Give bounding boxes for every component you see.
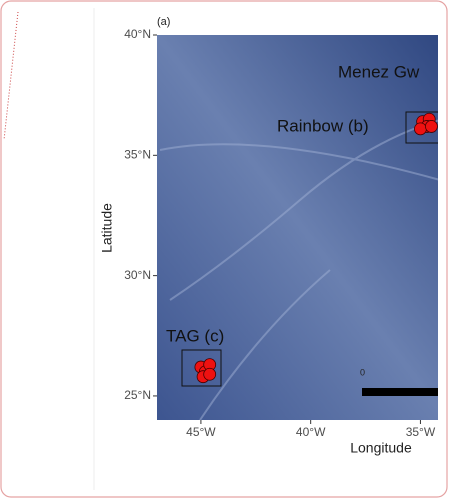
site-label: TAG (c) bbox=[166, 326, 224, 345]
scale-label: 0 bbox=[360, 367, 365, 377]
site-point bbox=[425, 120, 438, 133]
x-axis-label: Longitude bbox=[350, 440, 412, 456]
site-point bbox=[203, 367, 217, 381]
y-axis-label: Latitude bbox=[99, 203, 115, 253]
site-box bbox=[405, 111, 438, 144]
y-tick-label: 25°N bbox=[124, 388, 151, 402]
site-box bbox=[181, 349, 222, 387]
site-point bbox=[414, 122, 427, 136]
x-tick-label: 45°W bbox=[186, 425, 216, 439]
y-tick-label: 40°N bbox=[124, 27, 151, 41]
ridge-texture bbox=[159, 119, 438, 420]
site-label: Rainbow (b) bbox=[277, 116, 369, 135]
panel-label: (a) bbox=[157, 16, 170, 28]
map-panel: Menez Gw Rainbow (b) TAG (c) 0 bbox=[157, 35, 438, 420]
site-label: Menez Gw bbox=[338, 62, 420, 81]
x-tick-label: 35°W bbox=[406, 425, 436, 439]
y-tick-label: 30°N bbox=[124, 268, 151, 282]
dotted-connector bbox=[3, 11, 19, 141]
bathymetry bbox=[157, 35, 438, 420]
scale-bar bbox=[362, 388, 438, 396]
y-tick-label: 35°N bbox=[124, 147, 151, 161]
x-tick-label: 40°W bbox=[296, 425, 326, 439]
